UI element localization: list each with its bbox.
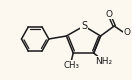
Text: O: O (124, 28, 131, 36)
Text: O: O (106, 10, 113, 18)
Text: NH₂: NH₂ (95, 56, 112, 66)
Text: CH₃: CH₃ (63, 60, 79, 70)
Text: S: S (81, 21, 87, 31)
